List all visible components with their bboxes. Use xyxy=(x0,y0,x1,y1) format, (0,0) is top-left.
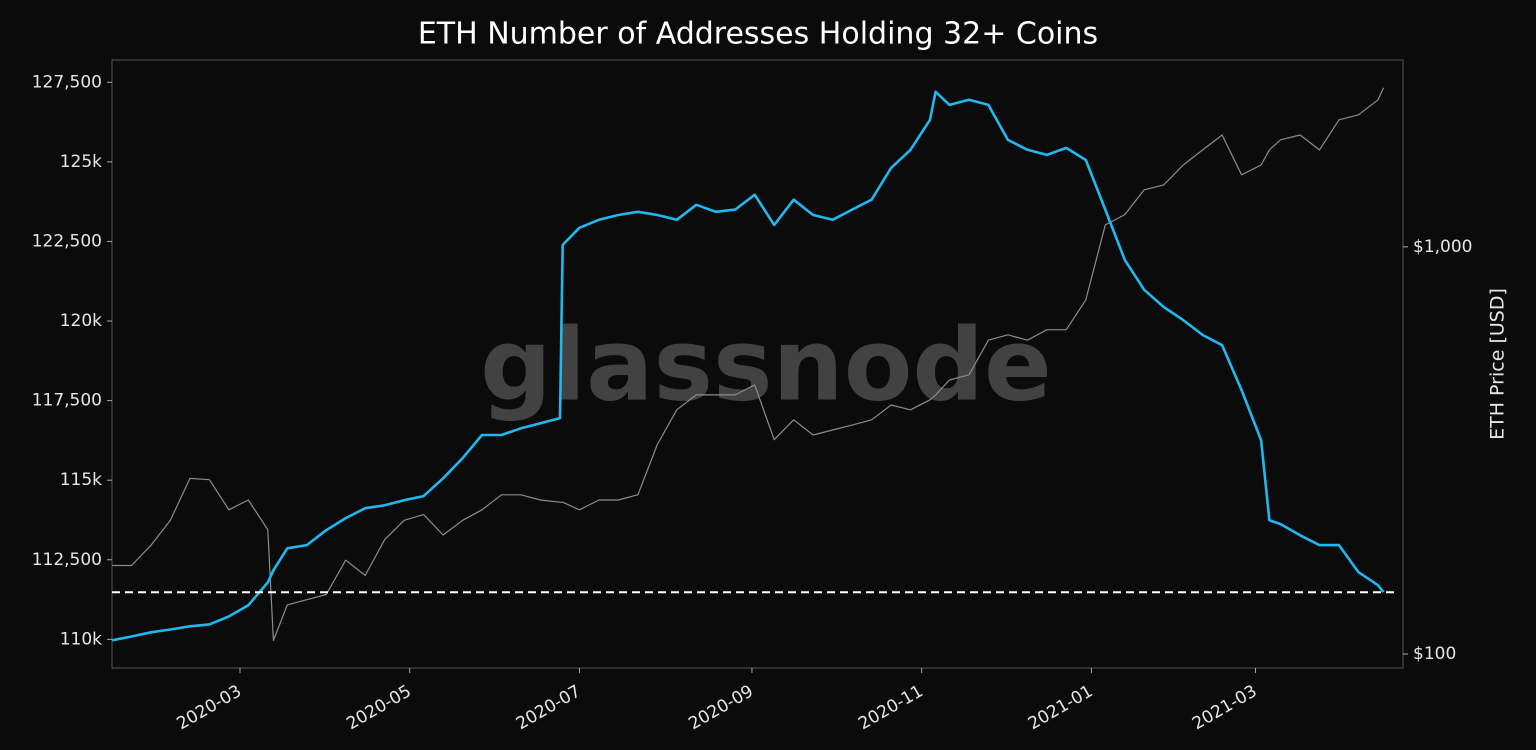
chart-title: ETH Number of Addresses Holding 32+ Coin… xyxy=(418,17,1098,52)
y-tick-label: 115k xyxy=(60,470,102,490)
y-tick-label: 127,500 xyxy=(32,72,102,92)
watermark: glassnode xyxy=(480,306,1052,423)
y-tick-label: 112,500 xyxy=(32,550,102,570)
y2-axis-label: ETH Price [USD] xyxy=(1487,288,1509,440)
y2-tick-label: $1,000 xyxy=(1413,237,1472,257)
data-line xyxy=(111,90,1385,642)
y-tick-label: 125k xyxy=(60,152,102,172)
y-tick-label: 122,500 xyxy=(32,231,102,251)
data-line xyxy=(112,87,1385,641)
y-tick-label: 117,500 xyxy=(32,391,102,411)
plot-frame xyxy=(111,59,1404,669)
y-tick-label: 110k xyxy=(60,629,102,649)
y2-tick-label: $100 xyxy=(1413,644,1456,664)
y-tick-label: 120k xyxy=(60,311,102,331)
